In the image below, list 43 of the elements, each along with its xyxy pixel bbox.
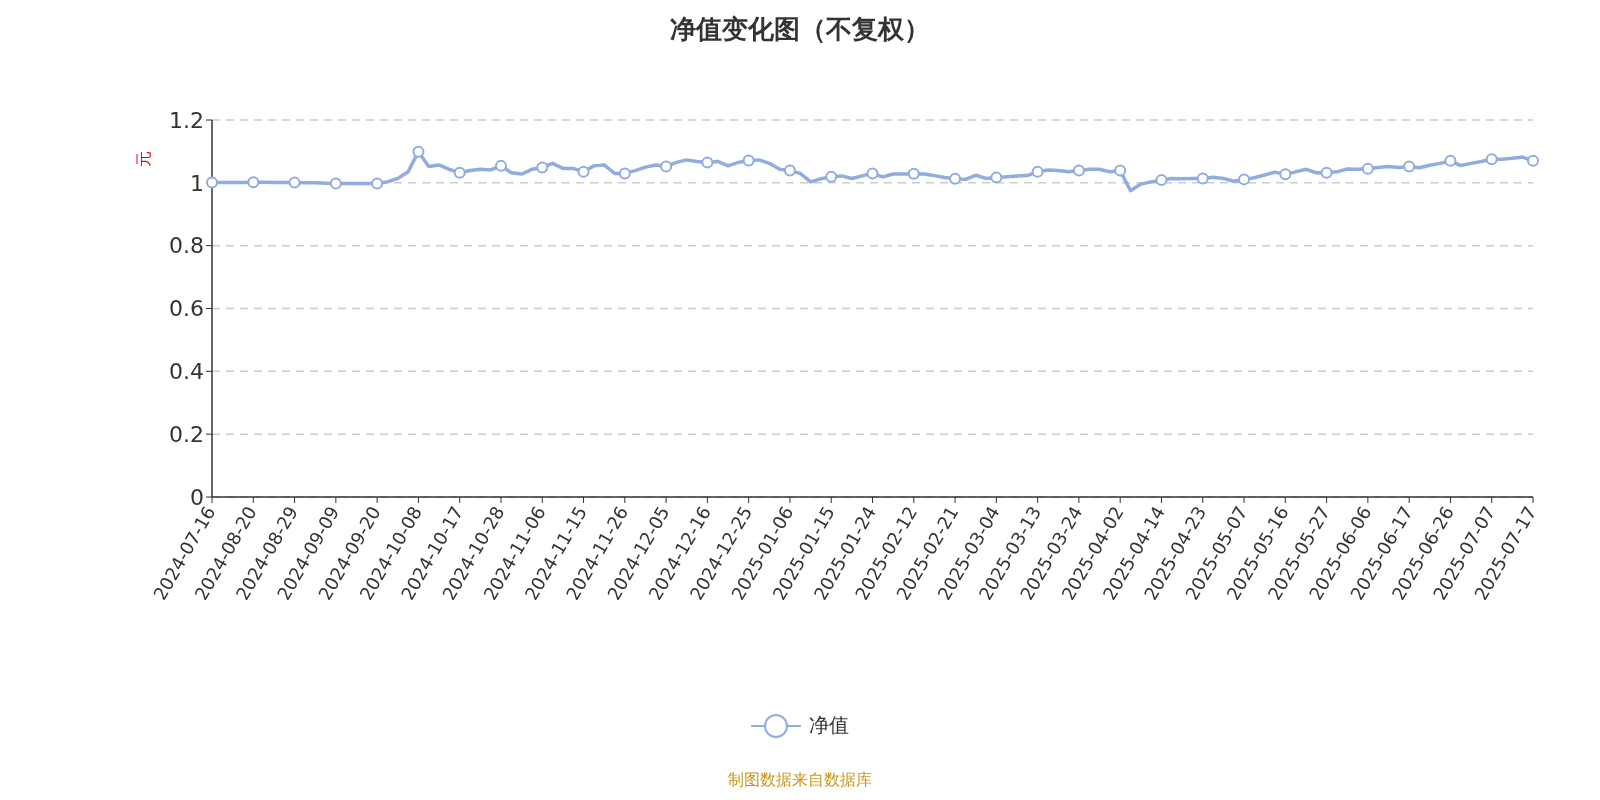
- point: [701, 156, 714, 169]
- point: [247, 176, 260, 189]
- point: [206, 176, 218, 189]
- point: [825, 170, 838, 183]
- legend-label: 净值: [809, 712, 849, 739]
- chart-title: 净值变化图（不复权）: [669, 13, 931, 46]
- point: [494, 159, 507, 172]
- point: [1155, 174, 1168, 187]
- y-tick-label: 0.8: [169, 233, 204, 259]
- point: [1361, 162, 1374, 175]
- point: [453, 166, 466, 179]
- point: [371, 177, 384, 190]
- point: [1114, 164, 1127, 177]
- point: [742, 154, 755, 167]
- point: [907, 167, 920, 180]
- y-tick-label: 0.4: [169, 359, 204, 385]
- y-tick-label: 1: [190, 170, 204, 196]
- point: [660, 160, 673, 173]
- point: [1072, 164, 1085, 177]
- point: [1527, 154, 1539, 167]
- point: [1320, 166, 1333, 179]
- point: [1444, 154, 1457, 167]
- point: [536, 161, 549, 174]
- point: [618, 167, 631, 180]
- y-axis-title: 元: [133, 150, 154, 167]
- point: [949, 172, 962, 185]
- point: [1279, 168, 1292, 181]
- point: [1238, 173, 1251, 186]
- point: [1403, 160, 1416, 173]
- point: [1196, 172, 1209, 185]
- point: [1031, 165, 1044, 178]
- point: [412, 145, 425, 158]
- point: [329, 177, 342, 190]
- point: [1485, 153, 1498, 166]
- point: [866, 167, 879, 180]
- point: [577, 165, 590, 178]
- point: [288, 176, 301, 189]
- y-tick-label: 0.6: [169, 296, 204, 322]
- y-tick-label: 0.2: [169, 421, 204, 447]
- text: 制图数据来自数据库: [727, 770, 873, 791]
- point: [783, 164, 796, 177]
- y-tick-label: 1.2: [169, 107, 204, 133]
- point: [990, 171, 1003, 184]
